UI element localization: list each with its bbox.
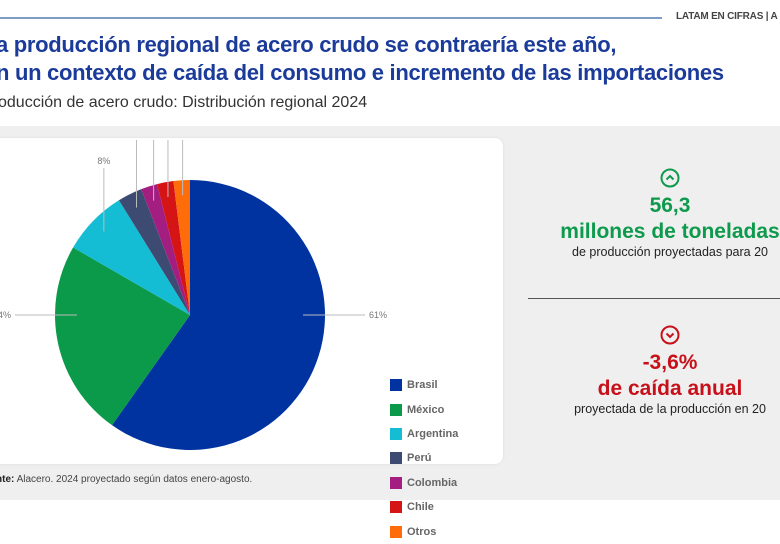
legend-item: Brasil xyxy=(390,373,458,397)
stat-value: 56,3 xyxy=(649,194,691,217)
legend-item: Otros xyxy=(390,519,458,543)
brand-label: LATAM EN CIFRAS | A xyxy=(676,11,778,22)
source-text: Alacero. 2024 proyectado según datos ene… xyxy=(14,474,253,485)
legend-swatch xyxy=(390,403,402,416)
legend-swatch xyxy=(390,452,402,465)
legend-label: Argentina xyxy=(407,427,459,440)
legend-swatch xyxy=(390,476,402,489)
pie-slice-argentina xyxy=(73,200,190,315)
title-line-2: n un contexto de caída del consumo e inc… xyxy=(0,60,724,85)
stat-decline: -3,6% de caída anual proyectada de la pr… xyxy=(530,325,780,416)
legend-swatch xyxy=(390,501,402,514)
legend-label: Chile xyxy=(407,501,434,514)
legend-swatch xyxy=(390,427,402,440)
legend-item: Colombia xyxy=(390,471,458,495)
legend-swatch xyxy=(390,525,402,538)
pie-slice-otros xyxy=(173,180,190,315)
legend-item: México xyxy=(390,397,458,421)
stat-headline: millones de toneladas xyxy=(560,220,780,243)
pie-slice-brasil xyxy=(112,180,325,450)
legend-label: México xyxy=(407,403,445,416)
data-label: 8% xyxy=(97,156,110,166)
divider xyxy=(528,298,780,299)
pie-slice-perú xyxy=(118,189,190,315)
data-label: 61% xyxy=(369,310,387,320)
page-title: a producción regional de acero crudo se … xyxy=(0,31,724,87)
chart-card: 61%24%8%3%2%2%2% BrasilMéxicoArgentinaPe… xyxy=(0,138,503,538)
source-note: nte: Alacero. 2024 proyectado según dato… xyxy=(0,474,252,485)
chart-subtitle: oducción de acero crudo: Distribución re… xyxy=(0,94,368,111)
stat-value: -3,6% xyxy=(642,351,698,374)
legend-label: Perú xyxy=(407,452,432,465)
stat-headline: de caída anual xyxy=(597,377,743,400)
legend-label: Otros xyxy=(407,525,437,538)
legend-label: Colombia xyxy=(407,476,458,489)
legend-label: Brasil xyxy=(407,379,438,392)
chevron-up-circle-icon xyxy=(660,168,680,188)
legend-item: Chile xyxy=(390,495,458,519)
stat-caption: proyectada de la producción en 20 xyxy=(574,402,766,416)
source-label: nte: xyxy=(0,474,15,485)
legend-swatch xyxy=(390,379,402,392)
data-label: 24% xyxy=(0,310,11,320)
title-line-1: a producción regional de acero crudo se … xyxy=(0,32,617,57)
stat-production: 56,3 millones de toneladas de producción… xyxy=(530,168,780,259)
pie-chart: 61%24%8%3%2%2%2% xyxy=(0,140,387,450)
chart-legend: Brasil México Argentina Perú Colombia Chile Ot… xyxy=(390,373,458,544)
pie-slice-colombia xyxy=(141,184,190,315)
pie-slice-chile xyxy=(157,181,190,315)
stat-caption: de producción proyectadas para 20 xyxy=(572,245,768,259)
legend-item: Argentina xyxy=(390,422,458,446)
pie-slice-méxico xyxy=(54,247,190,426)
legend-item: Perú xyxy=(390,446,458,470)
chevron-down-circle-icon xyxy=(660,325,680,345)
header-rule xyxy=(0,17,662,19)
